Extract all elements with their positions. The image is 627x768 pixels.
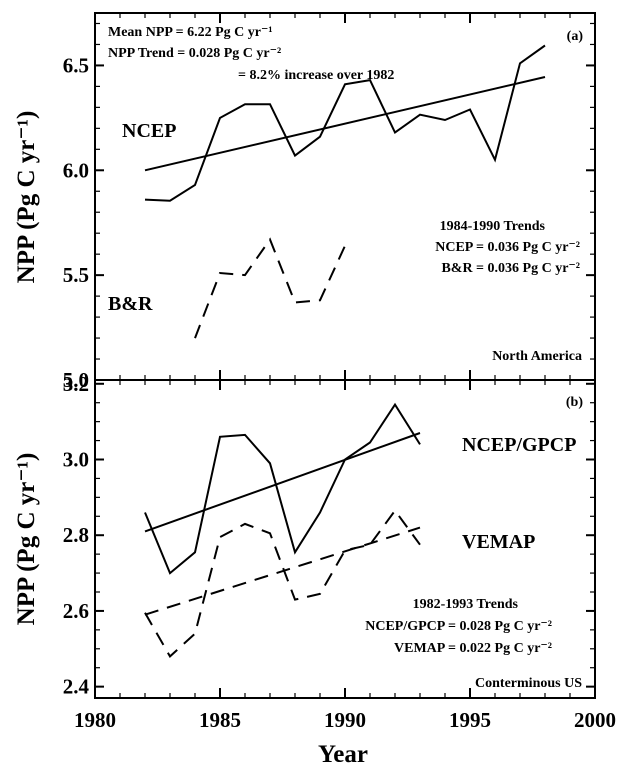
series-label-ncep: NCEP (122, 120, 176, 142)
y-tick-label-b: 2.6 (63, 599, 89, 623)
trends-box-a-line2: B&R = 0.036 Pg C yr⁻² (441, 261, 580, 276)
y-tick-label-a: 6.0 (63, 158, 89, 182)
trend-line-b-0 (144, 432, 421, 533)
region-label-b: Conterminous US (475, 676, 582, 691)
panel-b-lines (144, 402, 421, 658)
npp-trend-annotation: NPP Trend = 0.028 Pg C yr⁻² (108, 46, 281, 61)
panel-b-ticks: 2.4 2.6 2.8 3.0 3.2 (63, 372, 596, 699)
x-tick-label: 2000 (574, 708, 616, 732)
series-label-ncep-gpcp: NCEP/GPCP (462, 434, 576, 456)
panel-a-label: (a) (567, 29, 584, 44)
trend-line-a-0 (144, 76, 546, 172)
series-line-ncep-gpcp (144, 402, 421, 575)
panel-a: 5.0 5.5 6.0 6.5 (a) Mean NPP = 6.22 Pg C yr… (13, 12, 596, 392)
mean-npp-annotation: Mean NPP = 6.22 Pg C yr⁻¹ (108, 25, 273, 40)
y-axis-label-a: NPP (Pg C yr⁻¹) (13, 111, 40, 284)
panel-b-label: (b) (566, 395, 583, 410)
y-tick-label-b: 3.2 (63, 372, 89, 396)
x-tick-label: 1980 (74, 708, 116, 732)
trends-box-a-line1: NCEP = 0.036 Pg C yr⁻² (435, 240, 580, 255)
x-tick-label: 1985 (199, 708, 241, 732)
series-line-ncep (144, 44, 546, 202)
y-tick-label-b: 2.4 (63, 675, 90, 699)
increase-annotation: = 8.2% increase over 1982 (238, 68, 394, 83)
trends-box-b-line1: NCEP/GPCP = 0.028 Pg C yr⁻² (365, 619, 552, 634)
region-label-a: North America (492, 349, 582, 364)
trends-box-a-title: 1984-1990 Trends (440, 219, 546, 234)
x-tick-label: 1990 (324, 708, 366, 732)
y-axis-label-b: NPP (Pg C yr⁻¹) (13, 453, 40, 626)
y-tick-label-a: 6.5 (63, 53, 89, 77)
trend-line-b-1 (144, 526, 421, 616)
y-tick-label-b: 3.0 (63, 448, 89, 472)
x-axis-label: Year (318, 741, 368, 768)
x-tick-labels: 1980 1985 1990 1995 2000 (74, 708, 616, 732)
series-label-vemap: VEMAP (462, 531, 535, 553)
series-line-b-r (194, 237, 346, 339)
y-tick-label-b: 2.8 (63, 523, 89, 547)
x-tick-label: 1995 (449, 708, 491, 732)
panel-a-lines (144, 44, 546, 339)
series-label-br: B&R (108, 293, 153, 315)
trends-box-b-line2: VEMAP = 0.022 Pg C yr⁻² (394, 641, 552, 656)
trends-box-b-title: 1982-1993 Trends (413, 597, 519, 612)
y-tick-label-a: 5.0 (63, 368, 89, 392)
series-line-vemap (144, 508, 421, 658)
y-tick-label-a: 5.5 (63, 263, 89, 287)
panel-b: 2.4 2.6 2.8 3.0 3.2 (b) NCEP/GPCP VEMAP 1982… (13, 372, 596, 699)
